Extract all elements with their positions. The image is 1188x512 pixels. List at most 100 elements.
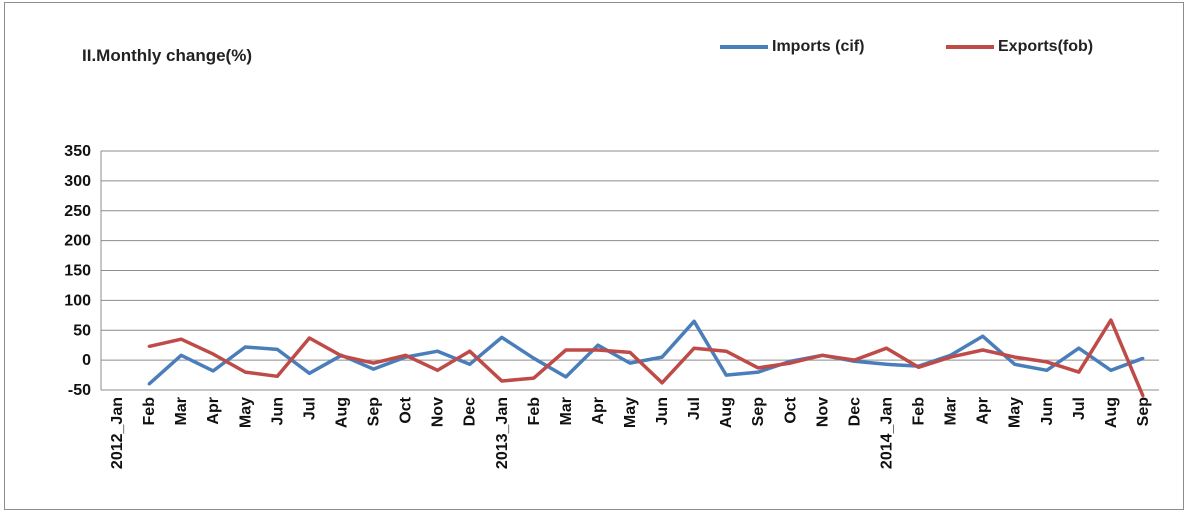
- legend-label-imports: Imports (cif): [772, 38, 865, 55]
- x-tick-label: Jul: [1071, 397, 1088, 420]
- x-tick-label: 2014_Jan: [878, 397, 895, 469]
- data-point-s0-32: [1141, 356, 1145, 360]
- data-point-s1-3: [211, 352, 215, 356]
- y-tick-label: -50: [68, 382, 91, 399]
- x-tick-label: Aug: [1103, 397, 1120, 428]
- data-point-s1-11: [468, 349, 472, 353]
- y-tick-label: 100: [64, 292, 91, 309]
- data-point-s0-31: [1109, 368, 1113, 372]
- chart-frame: [4, 2, 1184, 510]
- x-tick-label: May: [622, 397, 639, 428]
- legend-swatch-exports: [946, 45, 994, 49]
- x-tick-label: Apr: [590, 397, 607, 425]
- data-point-s1-27: [981, 348, 985, 352]
- data-point-s1-19: [724, 349, 728, 353]
- data-point-s1-30: [1077, 370, 1081, 374]
- x-tick-label: Apr: [205, 397, 222, 425]
- y-tick-label: 0: [82, 352, 91, 369]
- legend-item-imports: Imports (cif): [720, 38, 864, 56]
- data-point-s1-1: [147, 344, 151, 348]
- data-point-s1-9: [404, 353, 408, 357]
- data-point-s0-12: [500, 335, 504, 339]
- data-point-s0-20: [756, 370, 760, 374]
- data-point-s1-16: [628, 350, 632, 354]
- data-point-s0-28: [1013, 362, 1017, 366]
- y-tick-label: 300: [64, 173, 91, 190]
- x-tick-label: Mar: [558, 397, 575, 425]
- data-point-s0-10: [436, 349, 440, 353]
- data-point-s0-1: [147, 382, 151, 386]
- data-point-s1-4: [243, 370, 247, 374]
- x-tick-label: Oct: [398, 396, 415, 423]
- y-tick-label: 50: [73, 322, 91, 339]
- data-point-s1-24: [884, 346, 888, 350]
- x-tick-label: Apr: [975, 397, 992, 425]
- data-point-s1-20: [756, 366, 760, 370]
- x-tick-label: Sep: [1135, 397, 1152, 427]
- data-point-s0-24: [884, 362, 888, 366]
- data-point-s1-26: [949, 355, 953, 359]
- data-point-s1-29: [1045, 360, 1049, 364]
- x-tick-label: 2012_Jan: [109, 397, 126, 469]
- data-point-s1-6: [307, 336, 311, 340]
- legend-label-exports: Exports(fob): [998, 38, 1094, 55]
- data-point-s1-7: [339, 354, 343, 358]
- data-point-s0-16: [628, 361, 632, 365]
- x-tick-label: May: [1007, 397, 1024, 428]
- data-point-s0-19: [724, 373, 728, 377]
- data-point-s1-28: [1013, 355, 1017, 359]
- data-point-s1-10: [436, 368, 440, 372]
- x-tick-label: Feb: [911, 397, 928, 426]
- x-tick-label: Oct: [782, 396, 799, 423]
- x-tick-label: Jul: [686, 397, 703, 420]
- data-point-s1-21: [788, 361, 792, 365]
- x-tick-label: Sep: [750, 397, 767, 427]
- data-point-s0-14: [564, 375, 568, 379]
- series-line-0: [147, 319, 1144, 386]
- legend-swatch-imports: [720, 45, 768, 49]
- x-tick-label: Nov: [814, 397, 831, 427]
- data-point-s1-8: [372, 361, 376, 365]
- data-point-s1-18: [692, 346, 696, 350]
- x-tick-label: Mar: [173, 397, 190, 425]
- data-point-s1-13: [532, 376, 536, 380]
- data-point-s0-5: [275, 347, 279, 351]
- x-tick-label: Jun: [1039, 397, 1056, 425]
- y-tick-label: 250: [64, 203, 91, 220]
- data-point-s0-18: [692, 319, 696, 323]
- data-point-s1-17: [660, 381, 664, 385]
- data-point-s0-6: [307, 371, 311, 375]
- x-tick-label: Jul: [301, 397, 318, 420]
- x-tick-label: Jun: [654, 397, 671, 425]
- data-point-s0-30: [1077, 346, 1081, 350]
- x-tick-label: Mar: [943, 397, 960, 425]
- x-tick-label: May: [237, 397, 254, 428]
- data-point-s0-13: [532, 356, 536, 360]
- y-tick-label: 350: [64, 143, 91, 160]
- data-point-s1-12: [500, 379, 504, 383]
- data-point-s1-23: [852, 358, 856, 362]
- data-point-s1-14: [564, 348, 568, 352]
- x-tick-label: Aug: [333, 397, 350, 428]
- x-tick-label: Jun: [269, 397, 286, 425]
- data-point-s1-5: [275, 374, 279, 378]
- data-point-s0-2: [179, 353, 183, 357]
- data-point-s1-22: [820, 353, 824, 357]
- legend-item-exports: Exports(fob): [946, 38, 1093, 56]
- data-point-s1-32: [1141, 394, 1145, 398]
- data-point-s0-27: [981, 334, 985, 338]
- x-tick-label: Sep: [366, 397, 383, 427]
- x-tick-label: 2013_Jan: [494, 397, 511, 469]
- x-tick-label: Dec: [462, 397, 479, 426]
- data-point-s0-8: [372, 367, 376, 371]
- x-tick-label: Nov: [430, 397, 447, 427]
- series-line-1: [148, 318, 1145, 397]
- y-tick-label: 200: [64, 233, 91, 250]
- x-tick-label: Feb: [526, 397, 543, 426]
- x-tick-label: Feb: [141, 397, 158, 426]
- x-tick-label: Aug: [718, 397, 735, 428]
- chart-title: II.Monthly change(%): [82, 46, 252, 65]
- data-point-s0-15: [596, 343, 600, 347]
- data-point-s1-31: [1109, 318, 1113, 322]
